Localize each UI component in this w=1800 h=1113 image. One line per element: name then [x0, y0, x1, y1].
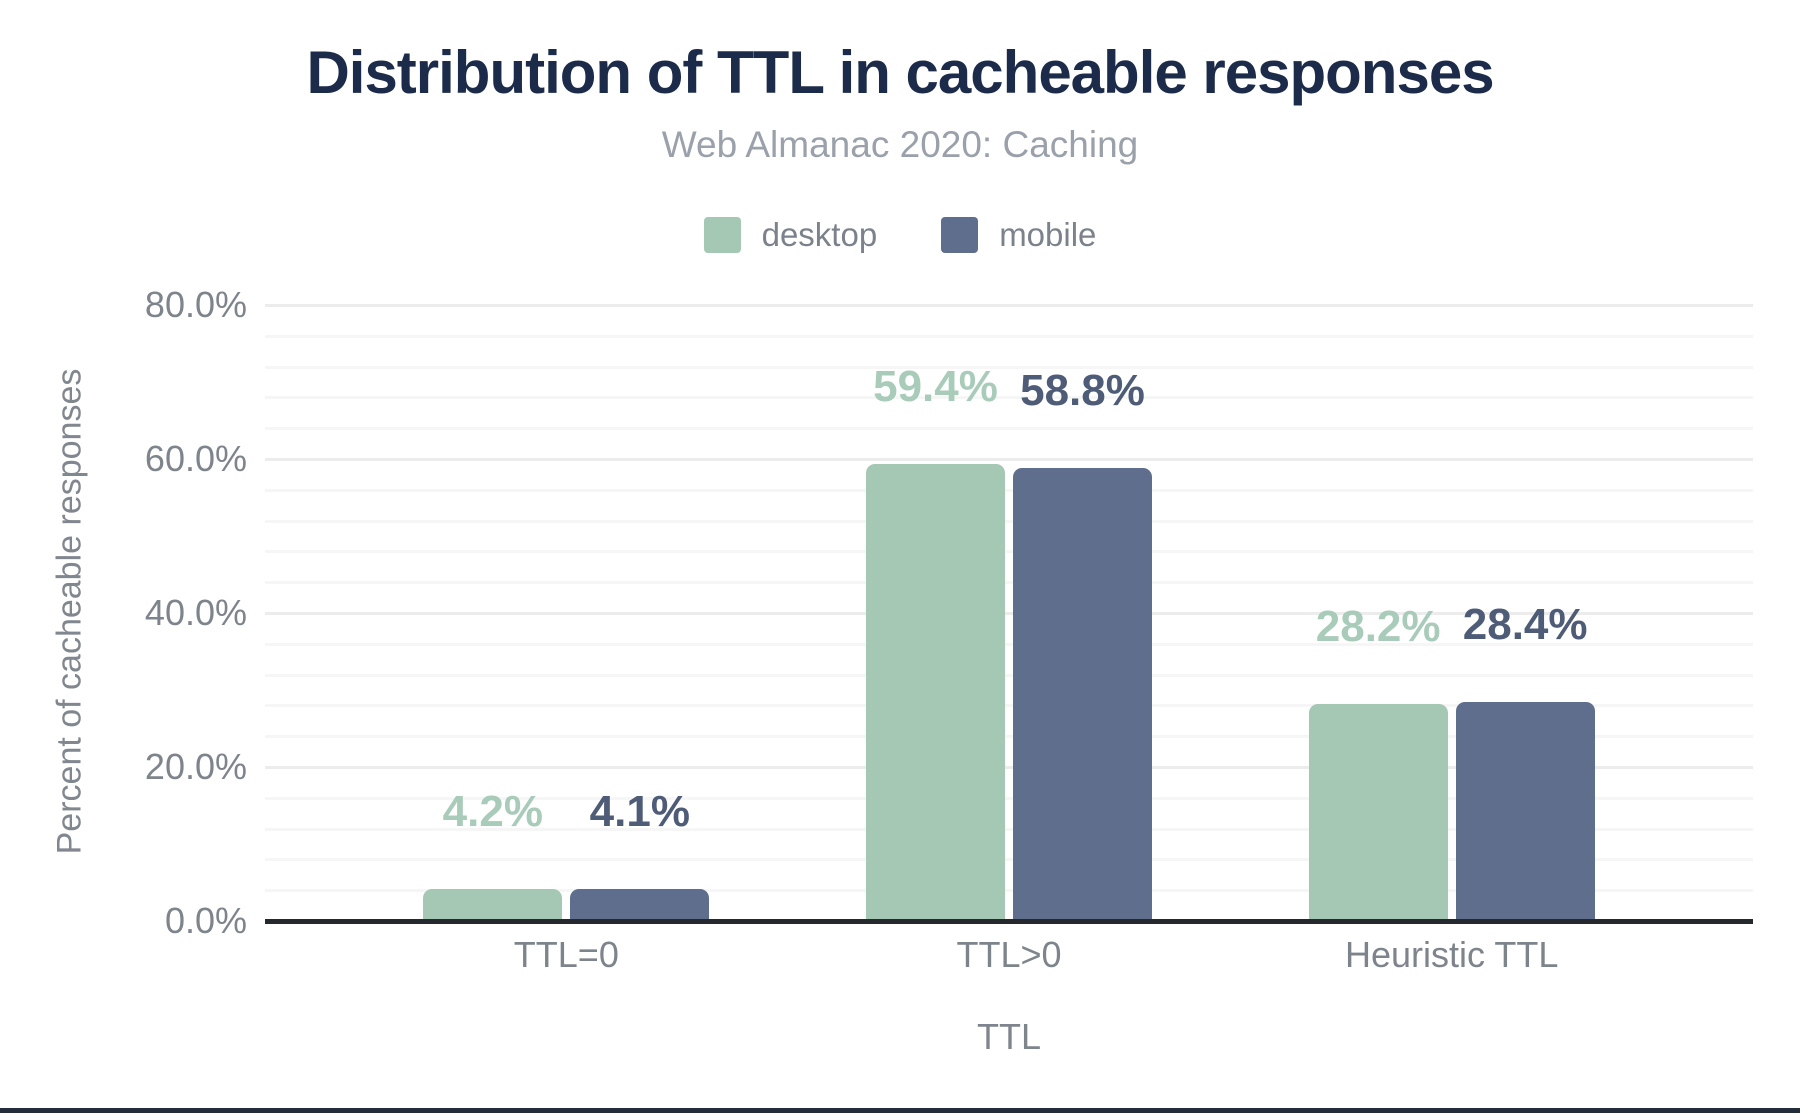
minor-gridline-16: [265, 796, 1753, 800]
major-gridline-80: [265, 304, 1753, 307]
bar-desktop-Heuristic TTL: [1308, 703, 1448, 921]
major-gridline-60: [265, 458, 1753, 461]
x-axis-title: TTL: [976, 1016, 1041, 1057]
minor-gridline-64: [265, 427, 1753, 431]
x-category-label-TTL>0: TTL>0: [956, 934, 1062, 975]
bar-mobile-TTL>0: [1013, 468, 1152, 921]
minor-gridline-52: [265, 519, 1753, 523]
legend-swatch-desktop: [703, 217, 741, 253]
bar-mobile-Heuristic TTL: [1455, 702, 1595, 921]
y-tick-label-60: 60.0%: [144, 438, 247, 479]
chart-subtitle: Web Almanac 2020: Caching: [661, 124, 1139, 165]
legend-item-desktop[interactable]: desktop: [703, 216, 878, 254]
minor-gridline-28: [265, 704, 1753, 708]
major-gridline-40: [265, 612, 1753, 615]
bar-mobile-TTL=0: [570, 889, 710, 921]
page-footer-bar: [0, 1108, 1800, 1113]
minor-gridline-32: [265, 673, 1753, 677]
y-tick-label-40: 40.0%: [144, 592, 247, 633]
minor-gridline-76: [265, 334, 1753, 338]
y-tick-label-80: 80.0%: [144, 284, 247, 325]
minor-gridline-4: [265, 889, 1753, 893]
chart-title: Distribution of TTL in cacheable respons…: [306, 39, 1494, 106]
major-gridline-20: [265, 766, 1753, 769]
legend: desktop mobile: [0, 216, 1800, 254]
minor-gridline-44: [265, 581, 1753, 585]
minor-gridline-12: [265, 827, 1753, 831]
data-label-mobile-TTL>0: 58.8%: [1020, 366, 1145, 416]
bar-desktop-TTL>0: [866, 463, 1005, 921]
minor-gridline-68: [265, 396, 1753, 400]
minor-gridline-48: [265, 550, 1753, 554]
x-category-label-TTL=0: TTL=0: [513, 934, 619, 975]
legend-swatch-mobile: [941, 217, 979, 253]
legend-item-mobile[interactable]: mobile: [941, 216, 1096, 254]
data-label-desktop-TTL>0: 59.4%: [873, 361, 998, 411]
minor-gridline-24: [265, 735, 1753, 739]
y-tick-label-20: 20.0%: [144, 746, 247, 787]
legend-label-desktop: desktop: [761, 216, 878, 253]
minor-gridline-8: [265, 858, 1753, 862]
y-tick-label-0: 0.0%: [164, 900, 247, 941]
bar-desktop-TTL=0: [423, 888, 563, 921]
data-label-mobile-Heuristic TTL: 28.4%: [1462, 600, 1588, 650]
x-axis-baseline: [265, 919, 1753, 924]
legend-label-mobile: mobile: [999, 216, 1097, 253]
x-category-label-Heuristic TTL: Heuristic TTL: [1344, 934, 1559, 975]
minor-gridline-36: [265, 642, 1753, 646]
minor-gridline-72: [265, 365, 1753, 369]
minor-gridline-56: [265, 488, 1753, 492]
plot-area: 4.2% 4.1% 59.4% 58.8% 28.2% 28.4%: [265, 304, 1753, 924]
